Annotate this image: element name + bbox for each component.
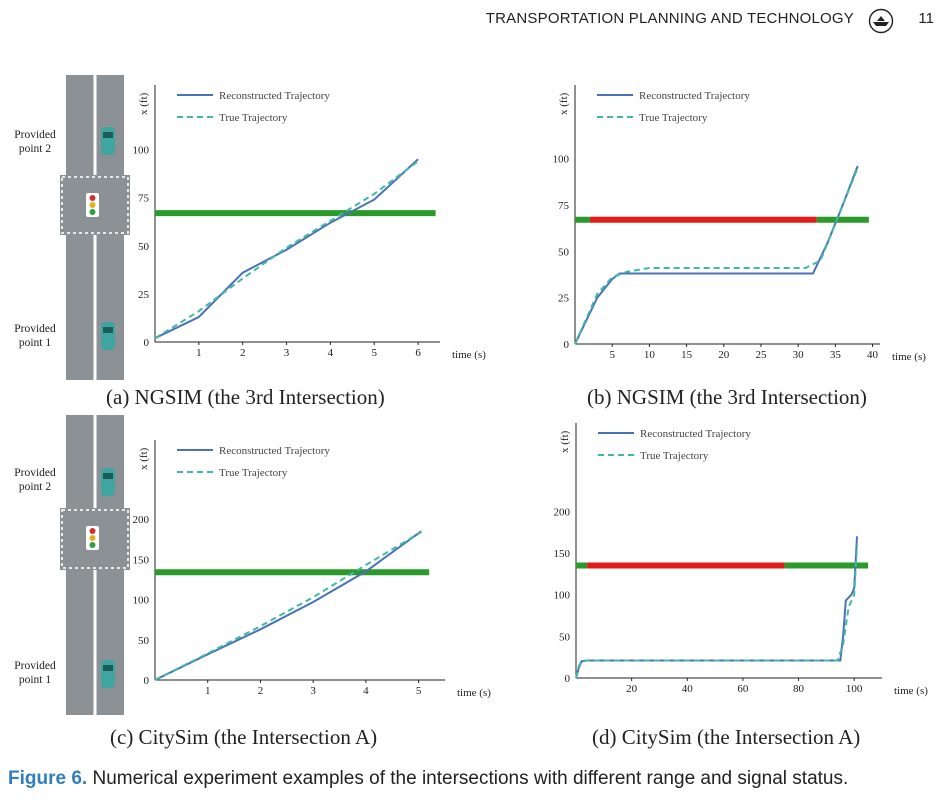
x-axis-label: time (s) xyxy=(457,687,491,699)
subcaption-c: (c) CitySim (the Intersection A) xyxy=(110,725,378,749)
x-axis-label: time (s) xyxy=(892,351,926,363)
legend-label: Reconstructed Trajectory xyxy=(219,90,330,102)
x-tick-label: 6 xyxy=(415,347,421,359)
y-axis-label: x (ft) xyxy=(558,92,570,115)
y-tick-label: 50 xyxy=(559,631,571,643)
legend-label: Reconstructed Trajectory xyxy=(639,90,750,102)
figure-caption-text: Numerical experiment examples of the int… xyxy=(87,768,849,789)
subcaption-b: (b) NGSIM (the 3rd Intersection) xyxy=(587,385,867,409)
subcaption-a: (a) NGSIM (the 3rd Intersection) xyxy=(106,385,385,409)
legend-label: Reconstructed Trajectory xyxy=(640,428,751,440)
road-diagram xyxy=(60,75,130,380)
reconstructed-trajectory-line xyxy=(154,158,419,340)
y-tick-label: 200 xyxy=(554,506,571,518)
page-number: 11 xyxy=(918,10,934,27)
reconstructed-trajectory-line xyxy=(154,530,422,681)
y-tick-label: 50 xyxy=(558,246,570,258)
true-trajectory-line xyxy=(154,531,422,681)
true-trajectory-line xyxy=(574,167,859,345)
x-tick-label: 30 xyxy=(793,349,805,361)
x-tick-label: 80 xyxy=(793,683,805,695)
x-axis-label: time (s) xyxy=(452,349,486,361)
x-tick-label: 20 xyxy=(626,683,638,695)
y-tick-label: 50 xyxy=(138,241,150,253)
x-axis-label: time (s) xyxy=(894,685,928,697)
figure-caption: Figure 6. Numerical experiment examples … xyxy=(8,768,848,790)
y-axis-label: x (ft) xyxy=(138,447,150,470)
y-tick-label: 75 xyxy=(558,200,570,212)
y-axis-label: x (ft) xyxy=(138,92,150,115)
x-tick-label: 60 xyxy=(737,683,749,695)
x-tick-label: 20 xyxy=(718,349,730,361)
legend-label: Reconstructed Trajectory xyxy=(219,445,330,457)
road-illustration-bottom: Provided point 2 Provided point 1 xyxy=(0,410,140,720)
reconstructed-trajectory-line xyxy=(575,536,858,679)
x-tick-label: 40 xyxy=(682,683,694,695)
x-tick-label: 3 xyxy=(284,347,290,359)
y-tick-label: 200 xyxy=(133,514,150,526)
y-tick-label: 100 xyxy=(553,154,570,166)
x-tick-label: 1 xyxy=(205,685,211,697)
provided-point-2-label: Provided point 2 xyxy=(14,467,56,493)
y-tick-label: 0 xyxy=(144,337,150,349)
running-header: TRANSPORTATION PLANNING AND TECHNOLOGY 1… xyxy=(400,8,940,34)
road-diagram xyxy=(60,415,130,715)
x-tick-label: 100 xyxy=(846,683,863,695)
y-tick-label: 0 xyxy=(564,339,570,351)
true-trajectory-line xyxy=(575,544,858,679)
provided-point-1-label: Provided point 1 xyxy=(14,660,56,686)
x-tick-label: 5 xyxy=(609,349,615,361)
y-tick-label: 100 xyxy=(133,595,150,607)
x-tick-label: 4 xyxy=(363,685,369,697)
road-illustration-top: Provided point 2 Provided point 1 xyxy=(0,70,140,385)
x-tick-label: 40 xyxy=(867,349,879,361)
x-tick-label: 2 xyxy=(240,347,246,359)
provided-point-2-label: Provided point 2 xyxy=(14,129,56,155)
x-tick-label: 1 xyxy=(196,347,202,359)
y-tick-label: 25 xyxy=(138,289,150,301)
legend-label: True Trajectory xyxy=(219,467,288,479)
x-tick-label: 3 xyxy=(310,685,316,697)
x-tick-label: 35 xyxy=(830,349,842,361)
y-tick-label: 0 xyxy=(144,675,150,687)
journal-logo-icon xyxy=(868,8,894,34)
y-tick-label: 150 xyxy=(133,554,150,566)
true-trajectory-line xyxy=(154,160,419,340)
x-tick-label: 15 xyxy=(681,349,693,361)
y-tick-label: 150 xyxy=(554,548,571,560)
provided-point-1-label: Provided point 1 xyxy=(14,323,56,349)
y-tick-label: 25 xyxy=(558,293,570,305)
x-tick-label: 10 xyxy=(644,349,656,361)
y-tick-label: 100 xyxy=(554,590,571,602)
legend-label: True Trajectory xyxy=(640,450,709,462)
legend-label: True Trajectory xyxy=(639,112,708,124)
y-tick-label: 50 xyxy=(138,635,150,647)
y-axis-label: x (ft) xyxy=(559,430,571,453)
x-tick-label: 5 xyxy=(416,685,422,697)
x-tick-label: 2 xyxy=(258,685,264,697)
x-tick-label: 25 xyxy=(755,349,767,361)
legend-label: True Trajectory xyxy=(219,112,288,124)
figure-label: Figure 6. xyxy=(8,768,88,789)
subcaption-d: (d) CitySim (the Intersection A) xyxy=(592,725,861,749)
y-tick-label: 75 xyxy=(138,193,150,205)
x-tick-label: 5 xyxy=(371,347,377,359)
x-tick-label: 4 xyxy=(328,347,334,359)
journal-title: TRANSPORTATION PLANNING AND TECHNOLOGY xyxy=(485,10,854,27)
y-tick-label: 100 xyxy=(133,145,150,157)
y-tick-label: 0 xyxy=(565,673,571,685)
